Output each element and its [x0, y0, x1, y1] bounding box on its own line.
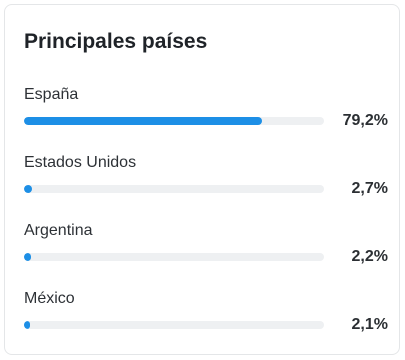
country-name: España: [24, 86, 79, 103]
country-row-united-states: Estados Unidos 2,7%: [24, 153, 392, 203]
progress-track: [24, 253, 324, 261]
progress-fill: [24, 117, 262, 125]
country-percentage: 2,1%: [351, 316, 388, 333]
country-row-argentina: Argentina 2,2%: [24, 221, 392, 271]
country-row-mexico: México 2,1%: [24, 289, 392, 339]
card-title: Principales países: [24, 30, 208, 53]
progress-fill: [24, 253, 31, 261]
country-percentage: 2,2%: [351, 248, 388, 265]
progress-track: [24, 321, 324, 329]
country-name: Estados Unidos: [24, 154, 137, 171]
country-percentage: 2,7%: [351, 180, 388, 197]
progress-track: [24, 185, 324, 193]
country-row-spain: España 79,2%: [24, 85, 392, 135]
progress-track: [24, 117, 324, 125]
progress-fill: [24, 185, 33, 193]
country-name: México: [24, 290, 75, 307]
progress-fill: [24, 321, 31, 329]
country-name: Argentina: [24, 222, 93, 239]
country-percentage: 79,2%: [342, 112, 388, 129]
top-countries-card: Principales países España 79,2% Estados …: [4, 4, 400, 355]
